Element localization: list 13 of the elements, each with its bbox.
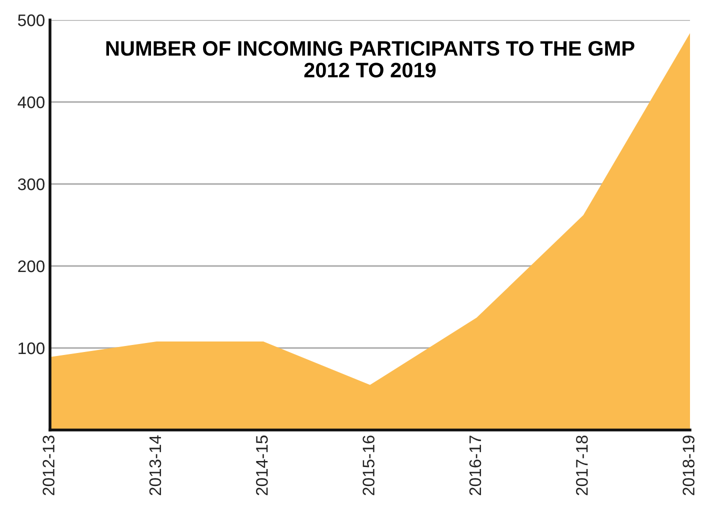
y-tick-label: 500 [18, 14, 44, 26]
x-tick-label: 2015-16 [362, 436, 374, 496]
y-tick-label: 300 [18, 178, 44, 190]
y-tick-label: 100 [18, 342, 44, 354]
y-tick-label: 200 [18, 260, 44, 272]
x-tick-label: 2014-15 [256, 436, 268, 496]
x-tick-label: 2013-14 [149, 435, 162, 496]
x-tick-label: 2012-13 [42, 436, 54, 496]
x-tick-label: 2016-17 [469, 436, 482, 496]
x-tick-label: 2017-18 [576, 436, 588, 496]
text: NUMBER OF INCOMING PARTICIPANTS TO THE GMP 2012 TO 2019 [106, 41, 634, 78]
y-tick-label: 400 [18, 96, 44, 108]
x-tick-label: 2018-19 [682, 436, 694, 496]
